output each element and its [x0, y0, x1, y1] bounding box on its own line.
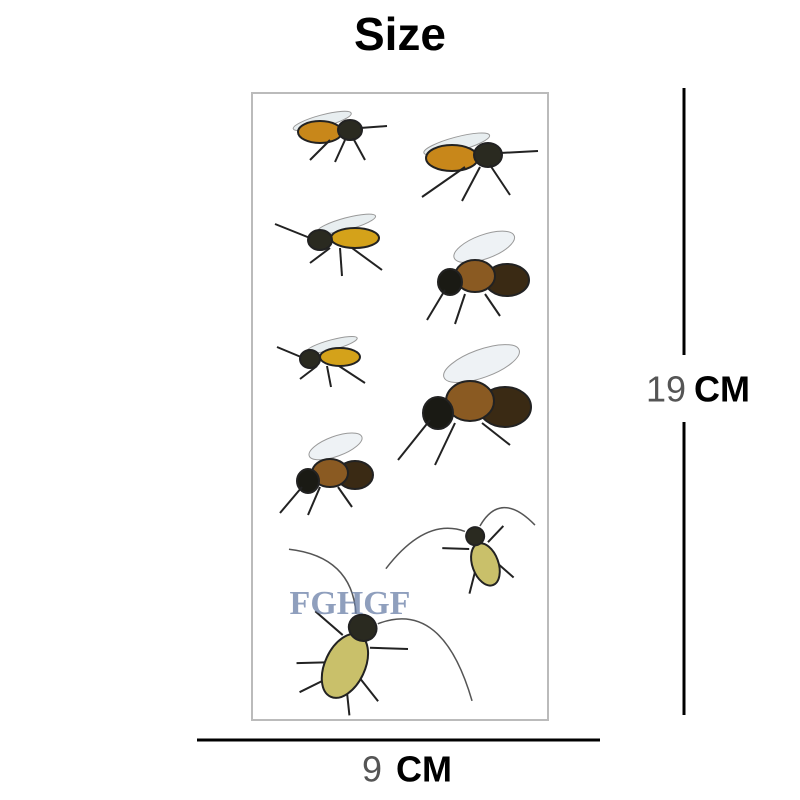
- width-value: 9: [362, 749, 382, 790]
- watermark: FGHGF: [290, 585, 411, 622]
- insects: [274, 110, 539, 716]
- width-unit: CM: [396, 749, 452, 790]
- title: Size: [354, 8, 446, 60]
- height-value: 19: [646, 369, 686, 410]
- height-unit: CM: [694, 369, 750, 410]
